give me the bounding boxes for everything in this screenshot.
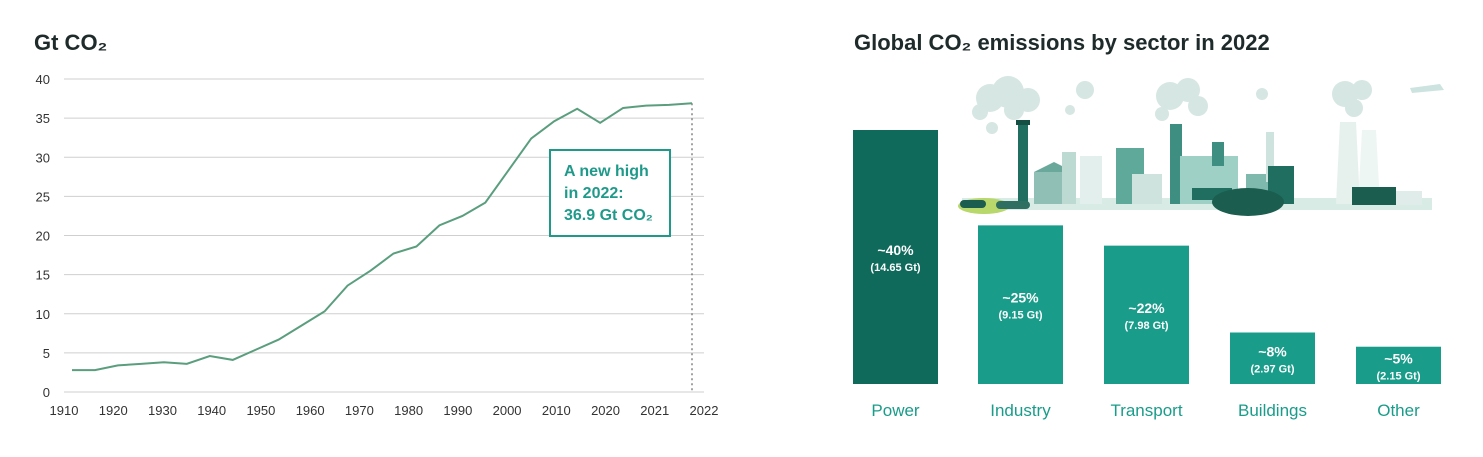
bar-value-label: (7.98 Gt) <box>1124 320 1168 332</box>
annotation-line: in 2022: <box>564 185 624 202</box>
line-chart-title: Gt CO₂ <box>34 30 108 55</box>
x-tick-label: 2020 <box>591 403 620 418</box>
x-tick-label: 2022 <box>690 403 719 418</box>
x-tick-label: 1910 <box>50 403 79 418</box>
x-tick-label: 1940 <box>197 403 226 418</box>
x-tick-label: 2000 <box>493 403 522 418</box>
y-tick-label: 15 <box>36 268 50 283</box>
bar-value-label: (9.15 Gt) <box>998 310 1042 322</box>
bar-chart-title: Global CO₂ emissions by sector in 2022 <box>854 30 1270 55</box>
y-tick-label: 10 <box>36 307 50 322</box>
emissions-line <box>72 102 693 372</box>
category-label: Power <box>871 401 920 420</box>
bar-percent-label: ~40% <box>877 242 914 258</box>
y-tick-label: 40 <box>36 72 50 87</box>
x-tick-label: 2010 <box>542 403 571 418</box>
bar-percent-label: ~8% <box>1258 343 1287 359</box>
bar-transport <box>1104 245 1189 384</box>
bar-power <box>853 130 938 384</box>
smoke-clouds <box>972 76 1372 134</box>
bar-percent-label: ~5% <box>1384 350 1413 366</box>
bar-value-label: (2.15 Gt) <box>1376 370 1420 382</box>
category-label: Buildings <box>1238 401 1307 420</box>
x-tick-label: 1960 <box>296 403 325 418</box>
bar-value-label: (14.65 Gt) <box>870 262 920 274</box>
annotation-box <box>549 149 671 237</box>
bar-other <box>1356 346 1441 384</box>
category-label: Industry <box>990 401 1051 420</box>
category-label: Other <box>1377 401 1420 420</box>
x-tick-label: 1950 <box>246 403 275 418</box>
industrial-skyline-illustration <box>958 76 1444 216</box>
line-chart: 0 5 10 15 20 25 30 35 40 1910 1920 1930 1940 1950 1960… <box>36 72 719 418</box>
y-tick-label: 0 <box>43 385 50 400</box>
category-label: Transport <box>1110 401 1182 420</box>
bar-buildings <box>1230 332 1315 384</box>
y-tick-label: 20 <box>36 229 50 244</box>
x-tick-label: 1930 <box>148 403 177 418</box>
y-tick-label: 35 <box>36 111 50 126</box>
bar-percent-label: ~25% <box>1002 290 1039 306</box>
annotation-line: 36.9 Gt CO₂ <box>564 207 653 224</box>
y-tick-label: 5 <box>43 346 50 361</box>
x-tick-label: 2021 <box>640 403 669 418</box>
y-tick-label: 30 <box>36 150 50 165</box>
bar-industry <box>978 225 1063 384</box>
x-tick-label: 1990 <box>443 403 472 418</box>
annotation-line: A new high <box>564 163 649 180</box>
bar-value-label: (2.97 Gt) <box>1250 363 1294 375</box>
x-tick-label: 1980 <box>394 403 423 418</box>
bar-percent-label: ~22% <box>1128 300 1165 316</box>
y-tick-label: 25 <box>36 189 50 204</box>
x-tick-label: 1970 <box>345 403 374 418</box>
vehicles <box>960 84 1444 209</box>
x-tick-label: 1920 <box>99 403 128 418</box>
